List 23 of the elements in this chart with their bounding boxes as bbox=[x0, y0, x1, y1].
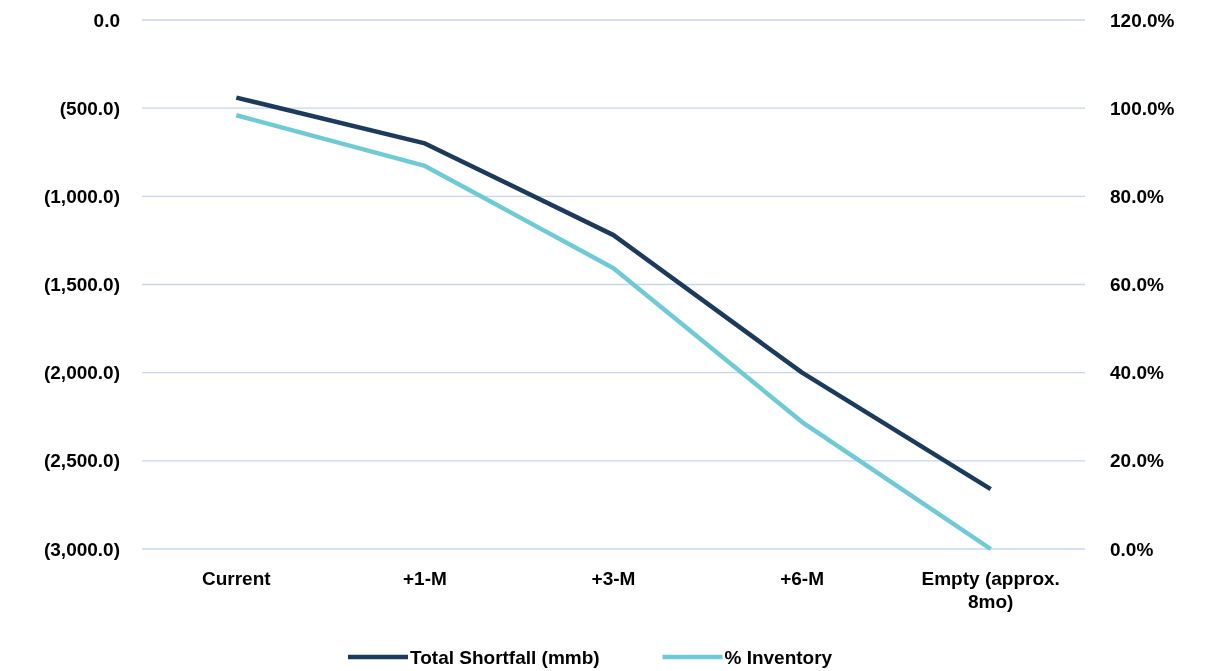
y-tick-label: (1,500.0) bbox=[43, 274, 120, 296]
y2-tick-label: 40.0% bbox=[1110, 362, 1164, 384]
y-tick-label: (500.0) bbox=[59, 97, 120, 119]
y2-tick-label: 20.0% bbox=[1110, 450, 1164, 472]
y2-tick-label: 120.0% bbox=[1110, 9, 1175, 31]
y-tick-label: (2,500.0) bbox=[43, 450, 120, 472]
x-tick-label: +1-M bbox=[402, 568, 447, 589]
legend-label: Total Shortfall (mmb) bbox=[410, 646, 600, 668]
x-tick-label: +6-M bbox=[780, 568, 825, 589]
y-tick-label: (2,000.0) bbox=[43, 362, 120, 384]
x-tick-label: Current bbox=[201, 568, 272, 589]
y2-tick-label: 60.0% bbox=[1110, 274, 1164, 296]
y-tick-label: (3,000.0) bbox=[43, 538, 120, 560]
y-tick-label: (1,000.0) bbox=[43, 185, 120, 207]
legend-label: % Inventory bbox=[724, 646, 833, 668]
y2-tick-label: 0.0% bbox=[1110, 538, 1154, 560]
line-series bbox=[234, 95, 993, 492]
y-tick-label: 0.0 bbox=[93, 9, 120, 31]
y2-tick-label: 80.0% bbox=[1110, 185, 1164, 207]
x-tick-label: Empty (approx. 8mo) bbox=[921, 568, 1060, 612]
line-series bbox=[234, 112, 993, 552]
y2-tick-label: 100.0% bbox=[1110, 97, 1175, 119]
x-tick-label: +3-M bbox=[591, 568, 636, 589]
